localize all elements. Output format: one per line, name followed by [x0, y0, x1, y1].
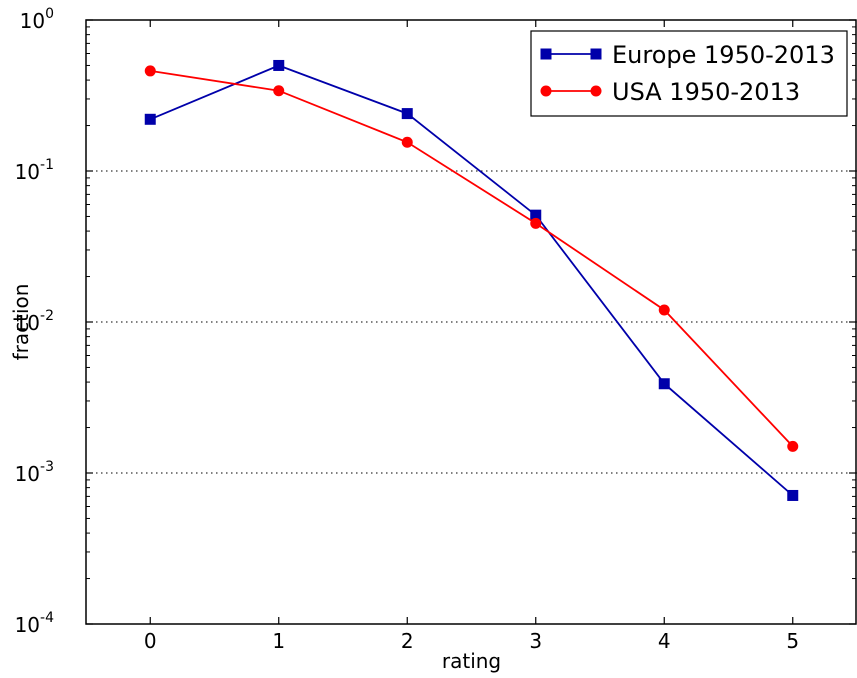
- legend-entry-europe: Europe 1950-2013: [540, 41, 835, 69]
- x-tick-label-3: 3: [529, 629, 542, 653]
- legend-marker-usa-right: [590, 85, 602, 97]
- legend-label-usa: USA 1950-2013: [612, 78, 800, 106]
- data-point-usa-2: [401, 136, 413, 148]
- x-tick-label-1: 1: [272, 629, 285, 653]
- series-line-usa: [150, 70, 794, 448]
- y-tick-label-2: 10-2: [15, 308, 54, 335]
- y-tick-label-3: 10-1: [15, 157, 54, 184]
- data-point-europe-3: [530, 209, 542, 221]
- y-axis-label: fraction: [9, 284, 33, 361]
- data-point-europe-4: [658, 378, 670, 390]
- x-tick-label-5: 5: [786, 629, 799, 653]
- grid-layer: [86, 170, 857, 474]
- legend-marker-europe-right: [590, 48, 602, 60]
- data-point-usa-0: [144, 65, 156, 77]
- data-point-usa-1: [273, 85, 285, 97]
- legend-box: [530, 30, 848, 117]
- data-point-europe-0: [144, 113, 156, 125]
- y-tick-label-0: 10-4: [15, 610, 55, 637]
- data-point-europe-1: [273, 59, 285, 71]
- legend-label-europe: Europe 1950-2013: [612, 41, 835, 69]
- legend-marker-europe-left: [540, 48, 552, 60]
- x-tick-label-4: 4: [658, 629, 671, 653]
- legend-marker-usa-left: [540, 85, 552, 97]
- x-axis-label: rating: [442, 649, 501, 673]
- y-tick-label-1: 10-3: [15, 459, 54, 486]
- legend-entry-usa: USA 1950-2013: [540, 78, 800, 106]
- legend: Europe 1950-2013 USA 1950-2013: [530, 30, 848, 117]
- data-point-europe-2: [401, 108, 413, 120]
- data-point-europe-5: [787, 489, 799, 501]
- data-point-usa-5: [787, 440, 799, 452]
- series-line-europe: [149, 64, 794, 497]
- data-point-usa-3: [530, 217, 542, 229]
- x-tick-label-0: 0: [144, 629, 157, 653]
- data-point-usa-4: [658, 304, 670, 316]
- ticks-layer: 0 1 2 3 4 5 10-4 10-3 10-2 10-1 100: [15, 6, 856, 653]
- x-tick-label-2: 2: [401, 629, 414, 653]
- series-layer: [144, 59, 799, 501]
- y-tick-label-4: 100: [20, 6, 54, 33]
